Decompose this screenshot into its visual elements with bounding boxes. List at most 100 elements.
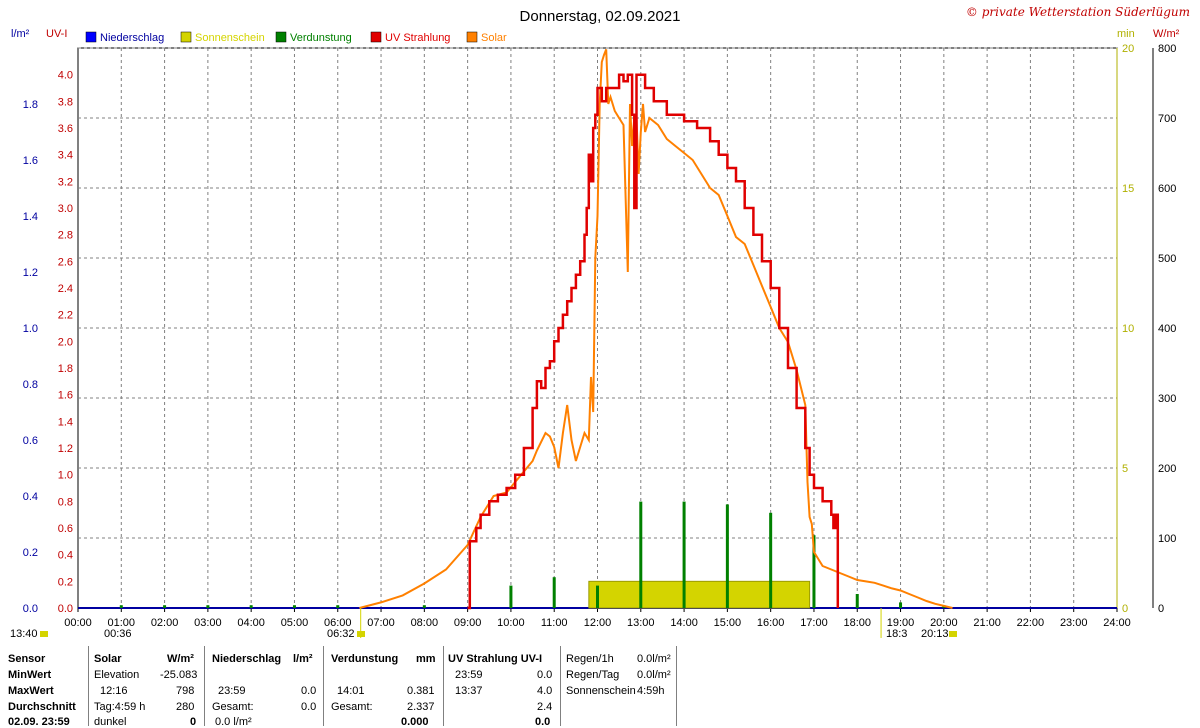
rain-tick-label: 0.4 xyxy=(23,491,38,503)
x-tick-label: 17:00 xyxy=(800,617,828,629)
rain-unit: l/m² xyxy=(11,28,30,40)
evaporation-bar xyxy=(725,504,729,608)
uv-tick-label: 2.8 xyxy=(58,230,73,242)
uv-line xyxy=(467,73,840,610)
solar-tick-label: 0 xyxy=(1158,603,1164,615)
marker-dot xyxy=(357,631,365,637)
last-rain-sub: 0.0 l/m² xyxy=(215,716,252,728)
min-uv-val: 0.0 xyxy=(537,669,553,681)
marker-dusk: 20:13 xyxy=(921,628,949,640)
uv-tick-label: 1.6 xyxy=(58,390,73,402)
max-evap-val: 0.381 xyxy=(407,685,435,697)
rain-tick-label: 1.4 xyxy=(23,211,38,223)
evaporation-bar xyxy=(769,512,773,608)
uv-tick-label: 0.6 xyxy=(58,523,73,535)
uv-tick-label: 2.2 xyxy=(58,310,73,322)
rain-tick-label: 1.0 xyxy=(23,323,38,335)
header-evap: Verdunstung xyxy=(331,653,399,665)
legend-label: Niederschlag xyxy=(100,32,164,44)
evaporation-bar xyxy=(596,585,599,608)
evaporation-bar xyxy=(855,594,859,608)
uv-tick-label: 4.0 xyxy=(58,70,73,82)
x-tick-label: 18:00 xyxy=(843,617,871,629)
marker-dot xyxy=(949,631,957,637)
marker-sunrise: 06:32 xyxy=(327,628,355,640)
sun-tick-label: 10 xyxy=(1122,323,1134,335)
sonne-val: 4:59h xyxy=(637,685,665,697)
header-rain: Niederschlag xyxy=(212,653,282,665)
x-tick-label: 09:00 xyxy=(454,617,482,629)
solar-tick-label: 100 xyxy=(1158,533,1176,545)
header-sensor: Sensor xyxy=(8,653,46,665)
solar-tick-label: 200 xyxy=(1158,463,1176,475)
regen-tag-val: 0.0l/m² xyxy=(637,669,671,681)
avg-uv-val: 2.4 xyxy=(537,701,553,713)
x-tick-label: 08:00 xyxy=(411,617,439,629)
max-uv-time: 13:37 xyxy=(455,685,483,697)
evaporation-bar xyxy=(119,605,123,608)
rain-tick-label: 0.2 xyxy=(23,547,38,559)
solar-tick-label: 300 xyxy=(1158,393,1176,405)
legend-swatch xyxy=(370,31,382,43)
legend-swatch xyxy=(275,31,287,43)
sunshine-bars xyxy=(588,580,811,609)
max-rain-val: 0.0 xyxy=(301,685,317,697)
evaporation-bar xyxy=(509,585,513,608)
uv-tick-label: 2.0 xyxy=(58,336,73,348)
uv-tick-label: 0.2 xyxy=(58,576,73,588)
evaporation-bar xyxy=(812,535,816,608)
rain-tick-label: 1.8 xyxy=(23,99,38,111)
min-solar-sub: Elevation xyxy=(94,669,140,681)
max-solar-time: 12:16 xyxy=(100,685,128,697)
x-tick-label: 19:00 xyxy=(887,617,915,629)
rain-tick-label: 1.2 xyxy=(23,267,38,279)
rain-tick-label: 0.6 xyxy=(23,435,38,447)
x-tick-label: 03:00 xyxy=(194,617,222,629)
x-tick-label: 04:00 xyxy=(237,617,265,629)
header-solar-unit: W/m² xyxy=(167,653,194,665)
header-evap-unit: mm xyxy=(416,653,436,665)
x-tick-label: 22:00 xyxy=(1017,617,1045,629)
evaporation-bar xyxy=(682,501,686,608)
uv-tick-label: 2.4 xyxy=(58,283,73,295)
evaporation-bar xyxy=(336,605,340,608)
avg-solar-val: 280 xyxy=(176,701,195,713)
legend-swatch xyxy=(85,31,97,43)
x-tick-label: 23:00 xyxy=(1060,617,1088,629)
legend: Niederschlag Sonnenschein Verdunstung UV St… xyxy=(85,31,507,44)
solar-unit: W/m² xyxy=(1153,28,1180,40)
marker-moon: 00:36 xyxy=(104,628,132,640)
row-label-min: MinWert xyxy=(8,669,52,681)
uv-tick-label: 0.4 xyxy=(58,550,73,562)
marker-sunset: 18:3 xyxy=(886,628,907,640)
row-label-max: MaxWert xyxy=(8,685,54,697)
max-rain-time: 23:59 xyxy=(218,685,246,697)
x-tick-label: 11:00 xyxy=(541,617,568,629)
sun-tick-label: 15 xyxy=(1122,183,1134,195)
sun-tick-label: 0 xyxy=(1122,603,1128,615)
uv-tick-label: 3.2 xyxy=(58,176,73,188)
x-tick-label: 06:00 xyxy=(324,617,352,629)
uv-tick-label: 1.4 xyxy=(58,416,73,428)
uv-tick-label: 1.2 xyxy=(58,443,73,455)
max-evap-time: 14:01 xyxy=(337,685,365,697)
evaporation-bar xyxy=(422,605,426,608)
legend-swatch xyxy=(180,31,192,43)
uv-tick-label: 3.6 xyxy=(58,123,73,135)
x-tick-label: 00:00 xyxy=(64,617,92,629)
solar-tick-label: 800 xyxy=(1158,43,1176,55)
solar-line xyxy=(359,49,953,609)
evaporation-bar xyxy=(899,602,903,608)
uv-unit: UV-I xyxy=(46,28,67,40)
uv-tick-label: 2.6 xyxy=(58,256,73,268)
x-tick-label: 16:00 xyxy=(757,617,785,629)
uv-tick-label: 3.8 xyxy=(58,96,73,108)
sun-unit: min xyxy=(1117,28,1135,40)
evaporation-bar xyxy=(249,605,253,608)
last-evap-val: 0.000 xyxy=(401,716,429,728)
avg-solar-sub: Tag:4:59 h xyxy=(94,701,146,713)
avg-evap-val: 2.337 xyxy=(407,701,435,713)
regen-h-val: 0.0l/m² xyxy=(637,653,671,665)
x-tick-label: 05:00 xyxy=(281,617,309,629)
row-label-avg: Durchschnitt xyxy=(8,701,76,713)
